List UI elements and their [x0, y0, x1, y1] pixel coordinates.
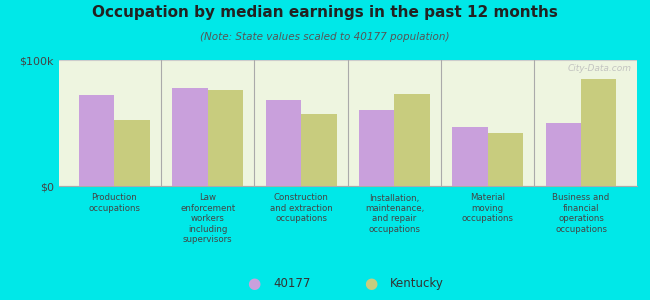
Text: Material
moving
occupations: Material moving occupations — [462, 194, 514, 223]
Bar — [301, 114, 337, 186]
Bar — [208, 90, 243, 186]
Bar — [114, 121, 150, 186]
Bar — [452, 127, 488, 186]
Bar — [172, 88, 208, 186]
Text: Law
enforcement
workers
including
supervisors: Law enforcement workers including superv… — [180, 194, 235, 244]
Text: Occupation by median earnings in the past 12 months: Occupation by median earnings in the pas… — [92, 4, 558, 20]
Bar — [79, 95, 114, 186]
Bar — [488, 133, 523, 186]
Text: 40177: 40177 — [273, 277, 311, 290]
Text: ●: ● — [364, 276, 377, 291]
Text: City-Data.com: City-Data.com — [567, 64, 631, 73]
Bar — [395, 94, 430, 186]
Text: (Note: State values scaled to 40177 population): (Note: State values scaled to 40177 popu… — [200, 32, 450, 41]
Text: ●: ● — [247, 276, 260, 291]
Bar — [359, 110, 395, 186]
Text: Construction
and extraction
occupations: Construction and extraction occupations — [270, 194, 332, 223]
Text: Installation,
maintenance,
and repair
occupations: Installation, maintenance, and repair oc… — [365, 194, 424, 234]
Text: Business and
financial
operations
occupations: Business and financial operations occupa… — [552, 194, 610, 234]
Bar — [266, 100, 301, 186]
Text: Kentucky: Kentucky — [390, 277, 444, 290]
Bar — [545, 123, 581, 186]
Text: Production
occupations: Production occupations — [88, 194, 140, 213]
Bar — [581, 79, 616, 186]
